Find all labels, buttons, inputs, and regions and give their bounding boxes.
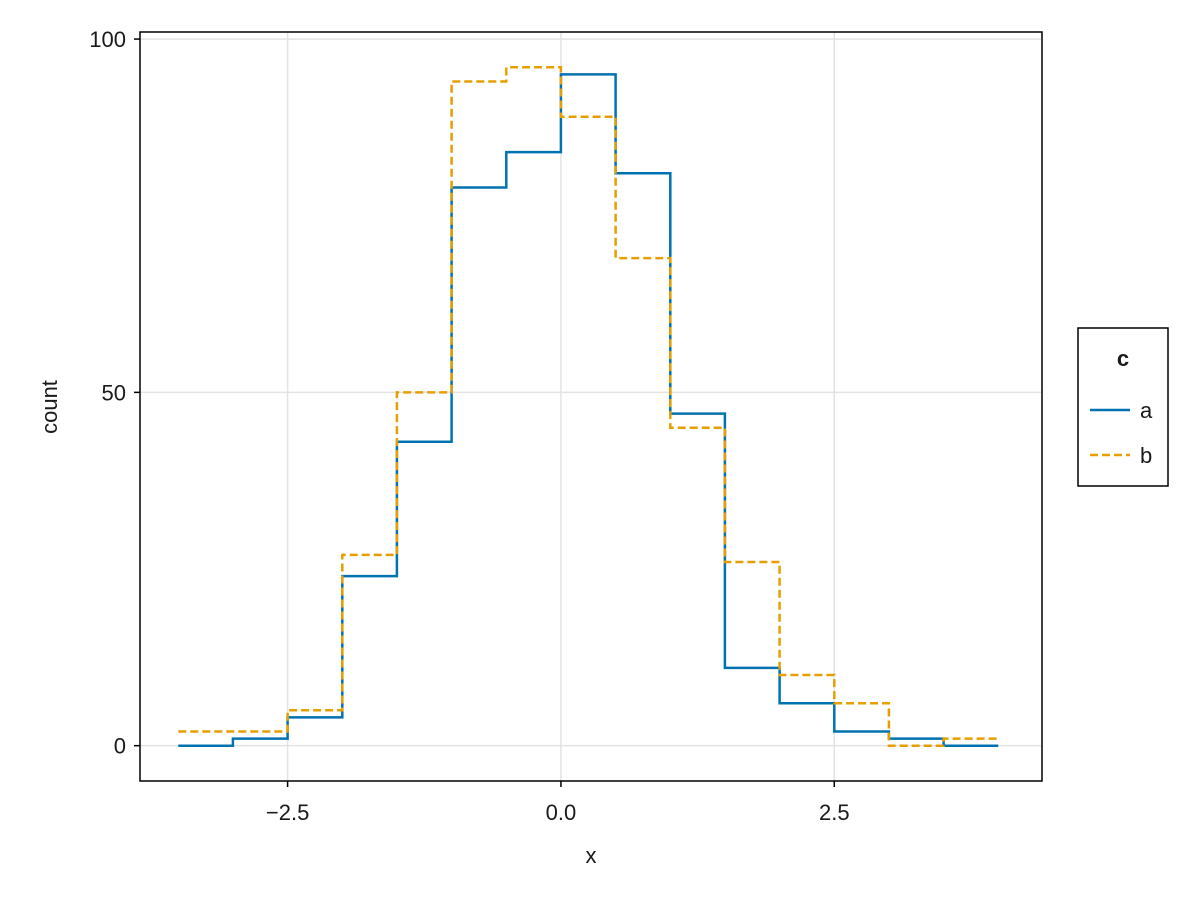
legend: c a b [1077, 327, 1169, 487]
series-a-step-line [178, 73, 999, 747]
x-axis-title: x [586, 843, 597, 868]
y-tick-label: 100 [89, 27, 126, 52]
x-tick-label: 2.5 [819, 800, 850, 825]
series-b-step-line [178, 66, 999, 747]
legend-box [1077, 327, 1169, 487]
legend-label-b: b [1140, 443, 1152, 468]
y-tick-label: 0 [114, 734, 126, 759]
series-layer [178, 66, 999, 747]
plot-frame [139, 31, 1043, 782]
legend-title: c [1117, 346, 1129, 371]
y-tick-label: 50 [102, 380, 126, 405]
grid-lines [140, 32, 1042, 781]
legend-label-a: a [1140, 398, 1153, 423]
y-axis-title: count [37, 380, 62, 434]
y-axis: 0 50 100 [89, 27, 140, 759]
x-tick-label: −2.5 [266, 800, 309, 825]
x-axis: −2.5 0.0 2.5 [266, 781, 850, 825]
x-tick-label: 0.0 [546, 800, 577, 825]
